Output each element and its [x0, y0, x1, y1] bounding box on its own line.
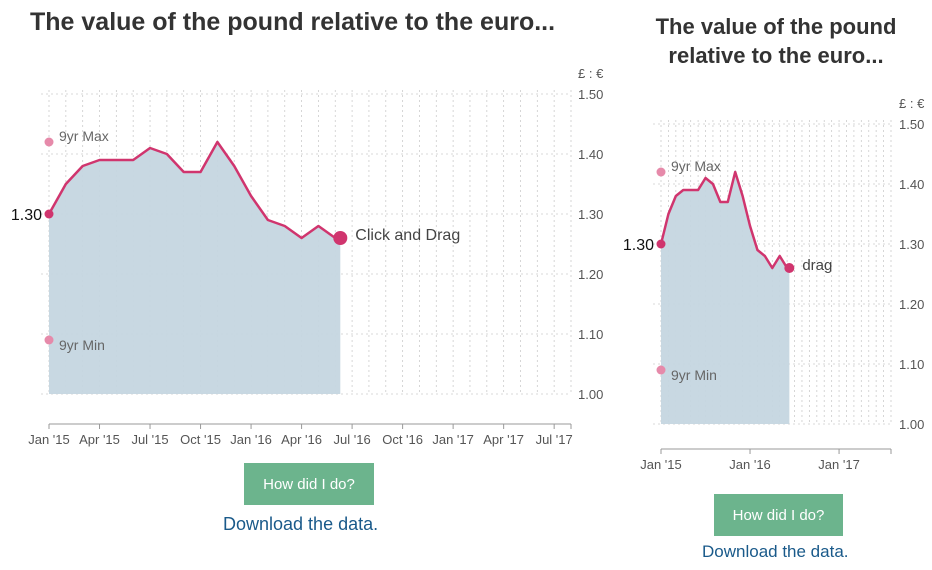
min-label: 9yr Min	[671, 367, 717, 383]
series-line	[659, 170, 790, 270]
x-tick-label: Apr '17	[483, 432, 524, 447]
start-value-label: 1.30	[11, 207, 42, 224]
x-tick-label: Apr '15	[79, 432, 120, 447]
x-tick-label: Jan '16	[230, 432, 272, 447]
y-tick-label: 1.00	[899, 417, 924, 432]
x-tick-label: Jan '16	[729, 457, 771, 472]
min-marker	[44, 335, 54, 345]
max-label: 9yr Max	[671, 158, 721, 174]
chart-title-line-2: relative to the euro...	[668, 43, 884, 68]
series-area	[49, 142, 341, 394]
y-unit-label: £ : €	[578, 66, 604, 81]
start-point	[656, 239, 666, 249]
drag-hint-label: Click and Drag	[355, 227, 460, 244]
max-marker	[656, 167, 666, 177]
y-unit-label: £ : €	[899, 96, 925, 111]
chart-panel-narrow: The value of the pound relative to the e…	[610, 0, 932, 570]
x-tick-label: Apr '16	[281, 432, 322, 447]
x-tick-label: Jul '17	[536, 432, 573, 447]
start-value-label: 1.30	[623, 237, 654, 254]
min-marker	[656, 365, 666, 375]
chart-wide[interactable]: 1.50 1.40 1.30 1.20 1.10 1.00 £ : € Jan '15 Apr …	[0, 0, 604, 460]
min-label: 9yr Min	[59, 337, 105, 353]
x-tick-label: Jan '17	[432, 432, 474, 447]
drag-handle[interactable]	[333, 231, 348, 245]
series-line	[47, 140, 341, 240]
max-label: 9yr Max	[59, 128, 109, 144]
x-tick-label: Jan '17	[818, 457, 860, 472]
x-tick-label: Jan '15	[28, 432, 70, 447]
download-data-link[interactable]: Download the data.	[223, 514, 379, 534]
x-tick-label: Jul '16	[334, 432, 371, 447]
chart-title-line-1: The value of the pound	[655, 14, 897, 39]
chart-title-narrow: The value of the pound relative to the e…	[610, 12, 932, 70]
y-tick-label: 1.30	[578, 207, 603, 222]
y-tick-label: 1.40	[899, 177, 924, 192]
y-tick-label: 1.00	[578, 387, 603, 402]
chart-title: The value of the pound relative to the e…	[30, 8, 556, 36]
drag-handle[interactable]	[784, 263, 795, 273]
download-data-link-narrow[interactable]: Download the data.	[702, 542, 849, 561]
x-tick-label: Oct '15	[180, 432, 221, 447]
y-tick-label: 1.20	[899, 297, 924, 312]
chart-panel-wide: The value of the pound relative to the e…	[0, 0, 604, 534]
y-tick-label: 1.10	[899, 357, 924, 372]
x-tick-label: Jul '15	[131, 432, 168, 447]
y-tick-label: 1.40	[578, 147, 603, 162]
how-did-i-do-button[interactable]: How did I do?	[244, 463, 374, 505]
y-tick-label: 1.50	[578, 87, 603, 102]
drag-hint-label: drag	[802, 257, 832, 274]
x-tick-label: Jan '15	[640, 457, 682, 472]
y-tick-label: 1.20	[578, 267, 603, 282]
y-tick-label: 1.50	[899, 117, 924, 132]
y-tick-label: 1.10	[578, 327, 603, 342]
max-marker	[44, 137, 54, 147]
how-did-i-do-button-narrow[interactable]: How did I do?	[714, 494, 843, 536]
x-tick-label: Oct '16	[382, 432, 423, 447]
series-area	[661, 172, 790, 424]
start-point	[44, 209, 54, 219]
y-tick-label: 1.30	[899, 237, 924, 252]
chart-narrow[interactable]: 1.50 1.40 1.30 1.20 1.10 1.00 £ : € Jan '15 Jan …	[0, 0, 932, 480]
